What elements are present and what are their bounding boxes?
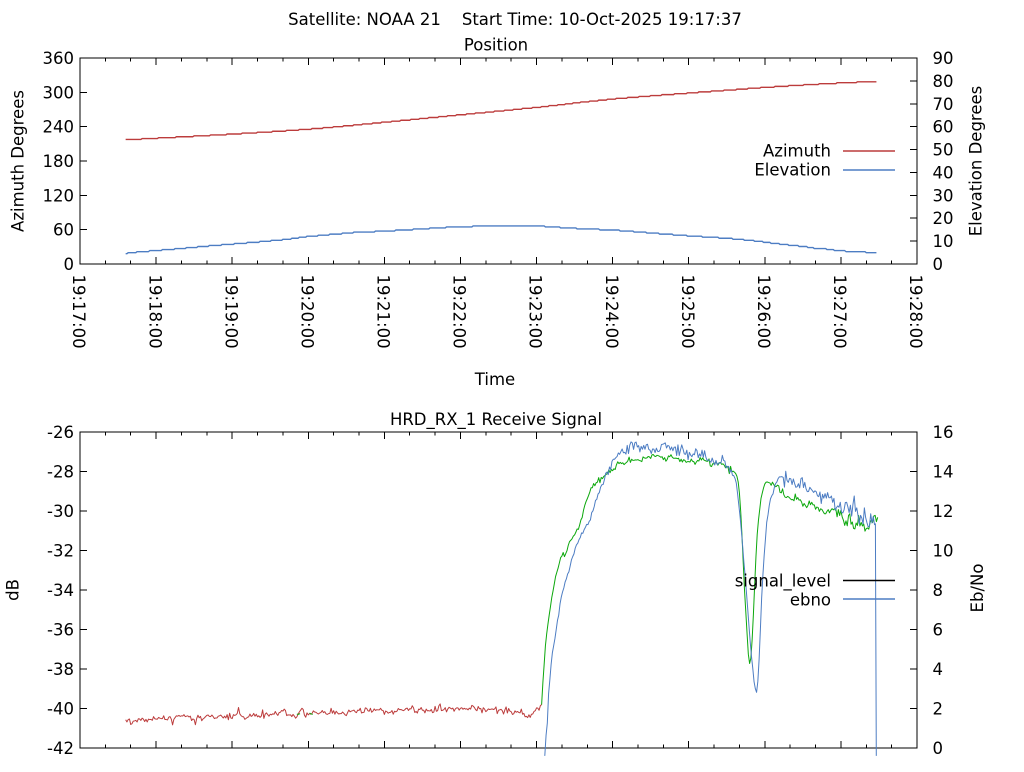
y-tick-label: -36 bbox=[47, 621, 74, 640]
series-lock-blip-1 bbox=[296, 713, 301, 715]
y2-tick-label: 4 bbox=[933, 660, 944, 679]
y2-tick-label: 20 bbox=[933, 209, 954, 228]
x-tick-label: 19:28:00 bbox=[906, 275, 925, 349]
y2-tick-label: 12 bbox=[933, 502, 954, 521]
y-tick-label: -30 bbox=[47, 502, 74, 521]
x-tick-label: 19:24:00 bbox=[602, 275, 621, 349]
x-tick-label: 19:25:00 bbox=[678, 275, 697, 349]
x-tick-label: 19:27:00 bbox=[830, 275, 849, 349]
position-chart-title: Position bbox=[464, 36, 528, 55]
y2-tick-label: 0 bbox=[933, 255, 944, 274]
y-tick-label: -40 bbox=[47, 700, 74, 719]
y2-tick-label: 2 bbox=[933, 700, 944, 719]
y2-tick-label: 10 bbox=[933, 232, 954, 251]
y-tick-label: -28 bbox=[47, 463, 74, 482]
x-tick-label: 19:20:00 bbox=[297, 275, 316, 349]
y-tick-label: 120 bbox=[43, 186, 75, 205]
legend-label-elevation: Elevation bbox=[754, 161, 831, 180]
x-tick-label: 19:18:00 bbox=[145, 275, 164, 349]
y-tick-label: -32 bbox=[47, 542, 74, 561]
x-tick-label: 19:22:00 bbox=[450, 275, 469, 349]
y2-tick-label: 50 bbox=[933, 141, 954, 160]
elevation-axis-label: Elevation Degrees bbox=[967, 86, 986, 237]
y-tick-label: -26 bbox=[47, 423, 74, 442]
y-tick-label: -42 bbox=[47, 739, 74, 758]
position-chart-series bbox=[125, 81, 877, 255]
y-tick-label: 60 bbox=[53, 221, 74, 240]
receive-signal-chart: HRD_RX_1 Receive Signal dB Eb/No -42-40-… bbox=[4, 410, 988, 758]
legend-label-ebno: ebno bbox=[790, 591, 831, 610]
series-signal-level-locked- bbox=[541, 454, 879, 705]
y2-tick-label: 90 bbox=[933, 49, 954, 68]
y2-tick-label: 16 bbox=[933, 423, 954, 442]
y2-tick-label: 30 bbox=[933, 186, 954, 205]
y-tick-label: 0 bbox=[64, 255, 75, 274]
db-axis-label: dB bbox=[4, 579, 23, 601]
receive-signal-chart-title: HRD_RX_1 Receive Signal bbox=[390, 410, 602, 430]
x-tick-label: 19:19:00 bbox=[221, 275, 240, 349]
y-tick-label: 300 bbox=[43, 83, 75, 102]
series-signal-level-unlocked- bbox=[125, 703, 542, 726]
series-ebno bbox=[544, 441, 877, 756]
time-axis-label: Time bbox=[474, 370, 515, 389]
y-tick-label: 360 bbox=[43, 49, 75, 68]
series-elevation bbox=[125, 225, 877, 255]
y2-tick-label: 14 bbox=[933, 463, 954, 482]
main-title: Satellite: NOAA 21 Start Time: 10-Oct-20… bbox=[288, 10, 742, 29]
position-chart: Position Azimuth Degrees Elevation Degre… bbox=[9, 36, 986, 390]
x-tick-label: 19:17:00 bbox=[69, 275, 88, 349]
receive-signal-chart-series bbox=[125, 441, 879, 756]
y2-tick-label: 40 bbox=[933, 163, 954, 182]
x-tick-label: 19:23:00 bbox=[526, 275, 545, 349]
y2-tick-label: 6 bbox=[933, 621, 944, 640]
position-chart-frame: 19:17:00 19:18:00 19:19:00 19:20:00 19:21:00… bbox=[43, 49, 954, 349]
y2-tick-label: 0 bbox=[933, 739, 944, 758]
y2-tick-label: 8 bbox=[933, 581, 944, 600]
ebno-axis-label: Eb/No bbox=[968, 564, 987, 613]
x-tick-label: 19:21:00 bbox=[374, 275, 393, 349]
x-tick-label: 19:26:00 bbox=[754, 275, 773, 349]
series-azimuth bbox=[125, 81, 877, 141]
legend-label-azimuth: Azimuth bbox=[763, 142, 831, 161]
receive-signal-chart-legend: signal_level ebno bbox=[735, 572, 895, 610]
legend-label-signal-level: signal_level bbox=[735, 572, 831, 592]
y-tick-label: 180 bbox=[43, 152, 75, 171]
y-tick-label: -34 bbox=[47, 581, 74, 600]
receive-signal-chart-frame: -42 -40 -38 -36 -34 -32 -30 -28 -26 0 2 4 6 8 10 12 14 16 bbox=[47, 423, 953, 758]
azimuth-axis-label: Azimuth Degrees bbox=[9, 90, 28, 232]
y2-tick-label: 70 bbox=[933, 95, 954, 114]
series-lock-blip-2 bbox=[309, 712, 313, 715]
y-tick-label: 240 bbox=[43, 118, 75, 137]
y2-tick-label: 10 bbox=[933, 542, 954, 561]
position-chart-legend: Azimuth Elevation bbox=[754, 142, 895, 180]
y2-tick-label: 80 bbox=[933, 72, 954, 91]
y2-tick-label: 60 bbox=[933, 118, 954, 137]
y-tick-label: -38 bbox=[47, 660, 74, 679]
